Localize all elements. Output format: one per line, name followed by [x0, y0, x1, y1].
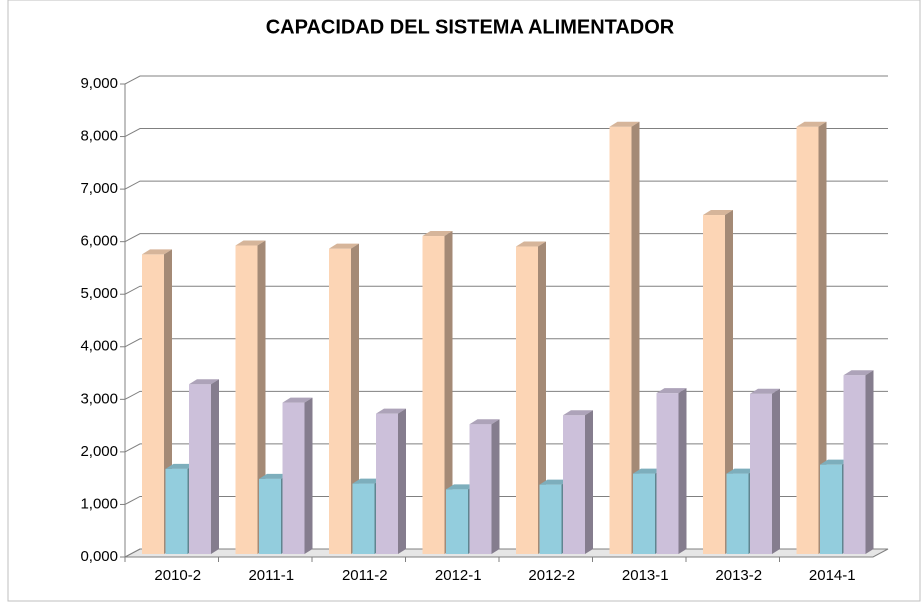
bar	[609, 121, 640, 555]
x-tick-label: 2013-1	[622, 567, 669, 584]
bar-top	[633, 468, 663, 474]
bar-top	[259, 473, 289, 479]
bar-front	[750, 393, 772, 554]
bar-front	[820, 464, 842, 554]
bar-top	[352, 478, 383, 484]
bar-front	[843, 375, 866, 554]
y-tick-label: 3,000	[80, 390, 118, 407]
bar-top	[516, 241, 546, 247]
bar-top	[142, 249, 172, 255]
bar-top	[282, 397, 313, 403]
bar-top	[820, 459, 850, 465]
y-tick-label: 1,000	[80, 495, 118, 512]
y-tick-label: 4,000	[80, 338, 118, 355]
bar-top	[843, 370, 874, 376]
bar-top	[165, 463, 196, 469]
bar-front	[726, 473, 749, 554]
x-tick-label: 2012-2	[528, 567, 575, 584]
y-tick-label: 6,000	[80, 233, 118, 250]
bar-front	[235, 245, 258, 554]
bar-top	[703, 210, 733, 216]
bar-front	[259, 478, 281, 554]
bar	[235, 240, 266, 554]
bar-top	[235, 240, 266, 246]
bar-side	[351, 243, 359, 554]
bar-top	[609, 121, 640, 127]
bar-top	[563, 410, 593, 416]
bar-side	[398, 408, 406, 554]
bar-side	[257, 240, 266, 554]
y-tick-label: 5,000	[80, 285, 118, 302]
y-tick-label: 7,000	[80, 180, 118, 197]
bar-top	[469, 419, 500, 425]
bar-side	[585, 410, 593, 554]
bar	[703, 210, 733, 554]
bar-side	[538, 241, 546, 555]
bar-front	[352, 483, 375, 554]
bar-front	[656, 393, 679, 554]
bar-side	[491, 419, 500, 554]
bar	[376, 408, 406, 554]
bar-front	[796, 126, 819, 555]
bar-front	[329, 248, 351, 554]
bar	[189, 379, 219, 554]
bar	[282, 397, 313, 554]
y-tick-label: 0,000	[80, 548, 118, 565]
bar	[516, 241, 546, 555]
bar	[750, 388, 780, 554]
bar-top	[329, 243, 359, 249]
bar-side	[865, 370, 874, 554]
bar	[656, 388, 687, 554]
chart-title: CAPACIDAD DEL SISTEMA ALIMENTADOR	[266, 16, 675, 38]
bar-front	[282, 402, 305, 554]
bar	[422, 231, 453, 555]
y-tick-label: 9,000	[80, 75, 118, 92]
bar-top	[726, 468, 757, 474]
x-tick-label: 2010-2	[154, 567, 201, 584]
bar-front	[703, 215, 725, 554]
bar-front	[563, 415, 585, 554]
bar-side	[444, 231, 453, 555]
bar	[796, 121, 827, 555]
bar-front	[376, 413, 398, 554]
bar-front	[633, 473, 655, 554]
y-tick-label: 2,000	[80, 443, 118, 460]
bar	[329, 243, 359, 554]
bar-front	[165, 468, 188, 554]
bar-side	[211, 379, 219, 554]
bar	[469, 419, 500, 554]
bar-top	[189, 379, 219, 385]
bar-side	[772, 388, 780, 554]
bar-front	[142, 254, 164, 554]
bar-top	[422, 231, 453, 237]
x-tick-label: 2013-2	[715, 567, 762, 584]
bar-top	[656, 388, 687, 394]
bar	[843, 370, 874, 554]
bar-front	[422, 236, 445, 555]
x-tick-label: 2012-1	[435, 567, 482, 584]
bar-side	[678, 388, 687, 554]
bar	[563, 410, 593, 554]
bar-front	[446, 489, 468, 554]
bar-side	[304, 397, 313, 554]
bar-top	[539, 479, 570, 485]
x-tick-label: 2014-1	[809, 567, 856, 584]
bar-front	[609, 126, 632, 555]
bar-front	[516, 246, 538, 555]
bar-side	[631, 121, 640, 555]
bar-front	[539, 484, 562, 554]
bar-side	[725, 210, 733, 554]
grid-line	[124, 75, 888, 85]
bar-front	[189, 384, 211, 554]
bar-top	[446, 484, 476, 490]
y-tick-label: 8,000	[80, 128, 118, 145]
bar-top	[750, 388, 780, 394]
bar-top	[796, 121, 827, 127]
bar-front	[469, 424, 492, 554]
bar-top	[376, 408, 406, 414]
bar-side	[818, 121, 827, 555]
x-tick-label: 2011-1	[248, 567, 294, 584]
x-tick-label: 2011-2	[342, 567, 388, 584]
